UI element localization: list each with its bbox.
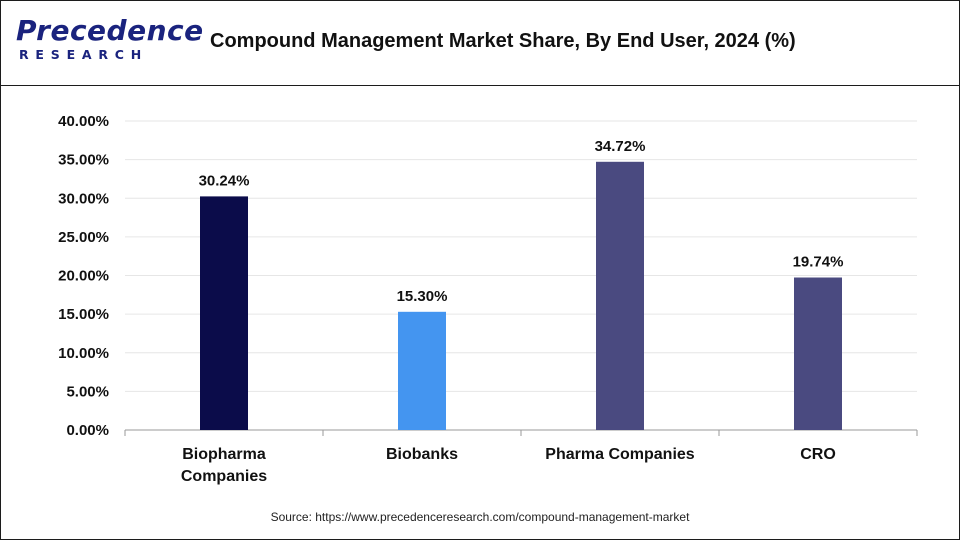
y-tick-label: 20.00% <box>58 268 109 285</box>
y-tick-label: 30.00% <box>58 190 109 207</box>
y-tick-label: 0.00% <box>66 422 109 439</box>
data-label: 34.72% <box>595 138 646 155</box>
x-tick-label: CRO <box>800 446 836 463</box>
bar <box>200 196 248 430</box>
data-label: 30.24% <box>199 172 250 189</box>
data-label: 19.74% <box>793 254 844 271</box>
bar-chart: 0.00% 5.00% 10.00% 15.00% 20.00% 25.00% 30.00%… <box>58 113 918 485</box>
bar <box>398 311 446 430</box>
x-tick-label: Companies <box>181 468 267 485</box>
x-tick-label: Pharma Companies <box>545 446 694 463</box>
bar <box>596 161 644 430</box>
chart-title: Compound Management Market Share, By End… <box>210 30 796 52</box>
y-tick-label: 35.00% <box>58 152 109 169</box>
y-tick-label: 5.00% <box>66 383 109 400</box>
data-label: 15.30% <box>397 288 448 305</box>
logo-subtitle: RESEARCH <box>19 47 149 62</box>
x-tick-label: Biobanks <box>386 446 458 463</box>
brand-logo: Precedence RESEARCH <box>16 14 203 64</box>
header: Precedence RESEARCH Compound Management … <box>0 0 960 86</box>
source-note: Source: https://www.precedenceresearch.c… <box>270 510 690 524</box>
logo-wordmark: Precedence <box>16 14 204 47</box>
y-tick-label: 10.00% <box>58 345 109 362</box>
bar <box>794 277 842 430</box>
y-tick-label: 15.00% <box>58 306 109 323</box>
y-tick-label: 40.00% <box>58 113 109 130</box>
y-tick-label: 25.00% <box>58 229 109 246</box>
x-tick-label: Biopharma <box>182 446 266 463</box>
